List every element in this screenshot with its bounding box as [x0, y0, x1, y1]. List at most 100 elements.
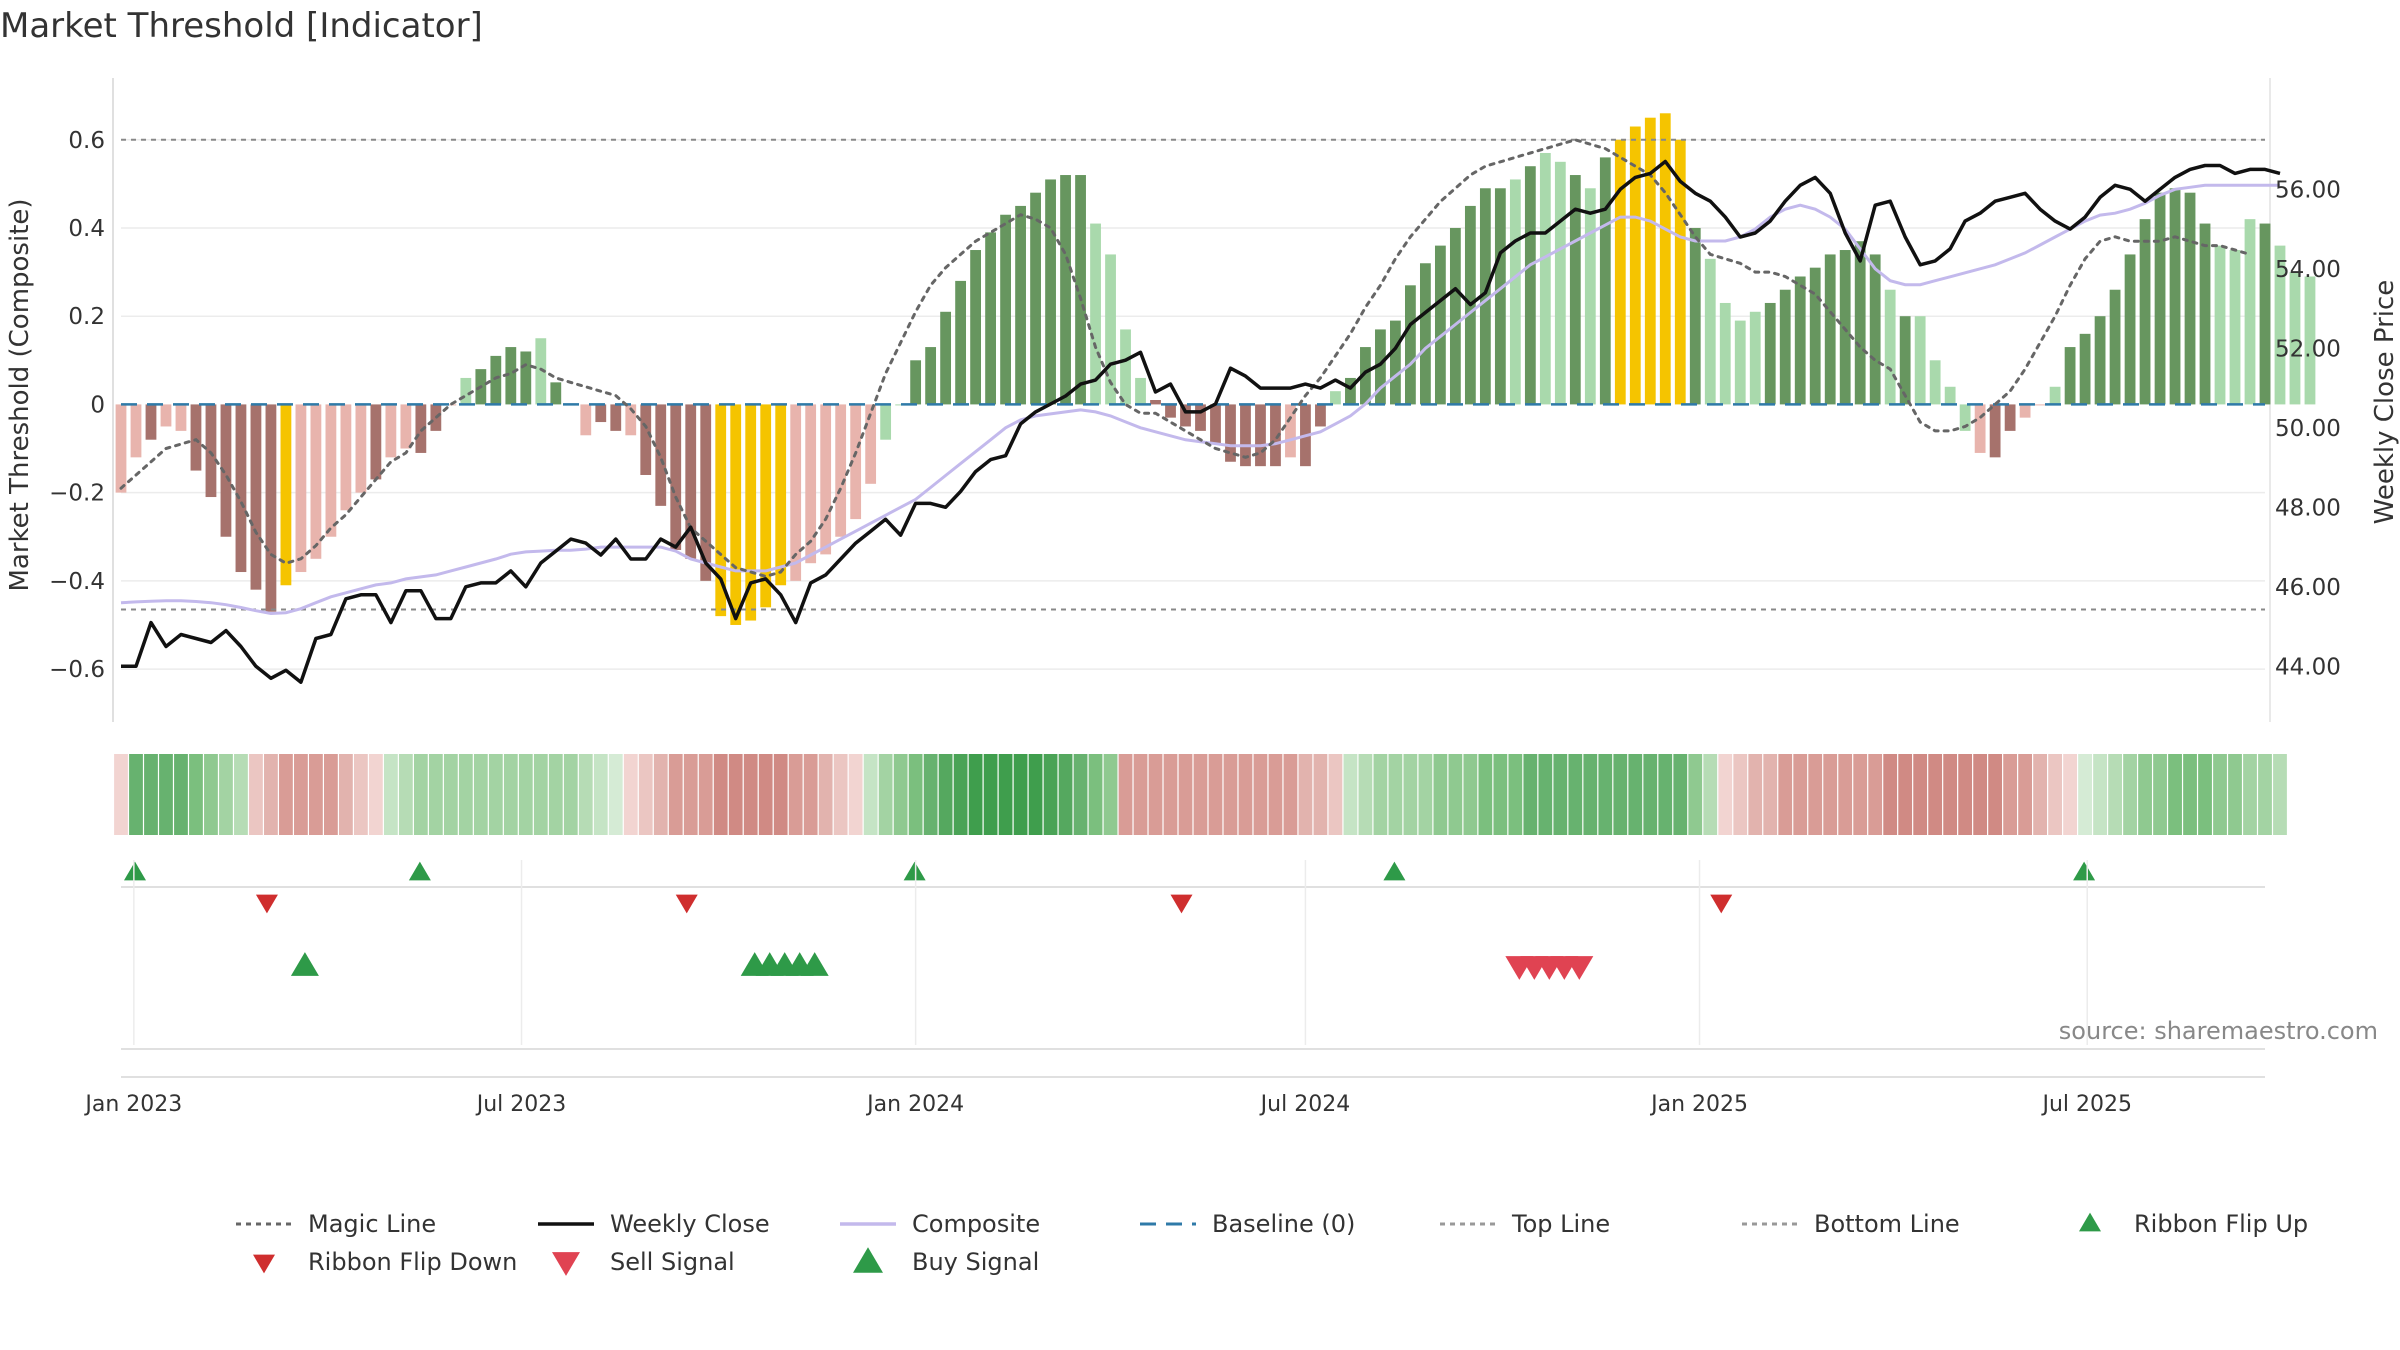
ribbon-cell: [593, 754, 608, 835]
composite-bar: [2064, 347, 2076, 405]
composite-bar: [1060, 175, 1071, 405]
composite-bar: [1794, 276, 1806, 405]
composite-bar: [1045, 179, 1056, 405]
ribbon-cell: [204, 754, 218, 835]
legend-item: Ribbon Flip Up: [2079, 1210, 2308, 1238]
composite-bar: [2259, 223, 2271, 405]
x-tick-label: Jul 2023: [475, 1092, 567, 1117]
legend-triangle-down-icon: [253, 1254, 275, 1274]
composite-bar: [460, 377, 472, 405]
ribbon-cell: [1328, 754, 1343, 835]
ribbon-cell: [578, 754, 593, 835]
ribbon-cell: [1118, 754, 1133, 835]
composite-bar: [310, 404, 322, 559]
ribbon-flip-up-marker: [1383, 861, 1406, 881]
composite-bar: [2154, 192, 2166, 405]
ribbon-cell: [2003, 754, 2018, 835]
y2-tick-label: 56.00: [2275, 177, 2341, 203]
x-tick-label: Jan 2023: [83, 1092, 182, 1117]
ribbon-cell: [1133, 754, 1148, 835]
composite-bar: [970, 250, 981, 405]
composite-bar: [1255, 404, 1266, 467]
ribbon-cell: [129, 754, 143, 835]
ribbon-cell: [1358, 754, 1373, 835]
composite-bar: [1360, 347, 1371, 405]
ribbon-cell: [264, 754, 278, 835]
ribbon-cell: [938, 754, 953, 835]
composite-bar: [1345, 377, 1356, 405]
composite-bar: [1914, 316, 1926, 405]
ribbon-cell: [1883, 754, 1898, 835]
composite-bar: [1195, 404, 1206, 431]
legend: Magic Line Weekly Close Composite Baseline …: [236, 1210, 2308, 1276]
composite-bar: [2004, 404, 2016, 431]
composite-bar: [925, 347, 937, 405]
ribbon-cell: [518, 754, 533, 835]
composite-bar: [295, 404, 307, 573]
composite-bar: [520, 351, 532, 405]
ribbon-cell: [2018, 754, 2033, 835]
ribbon-cell: [863, 754, 878, 835]
composite-bar: [1614, 139, 1626, 405]
ribbon-flip-up-marker: [903, 861, 926, 881]
ribbon-cell: [1838, 754, 1853, 835]
ribbon-cell: [608, 754, 623, 835]
composite-bar: [1644, 117, 1656, 405]
composite-bar: [1884, 289, 1896, 405]
ribbon-cell: [1508, 754, 1523, 835]
ribbon-cell: [219, 754, 233, 835]
legend-item: Ribbon Flip Down: [253, 1248, 517, 1276]
ribbon-cell: [2063, 754, 2077, 835]
legend-triangle-up-icon: [2079, 1212, 2101, 1232]
composite-bar: [790, 404, 802, 581]
y2-tick-label: 46.00: [2275, 575, 2341, 601]
composite-bar: [1659, 113, 1671, 405]
composite-bar: [1944, 386, 1956, 405]
ribbon-cell: [548, 754, 563, 835]
composite-bar: [1719, 302, 1731, 405]
ribbon-cell: [2183, 754, 2197, 835]
composite-bar: [1734, 320, 1746, 405]
composite-bar: [385, 404, 397, 458]
ribbon-cell: [878, 754, 893, 835]
composite-bar: [325, 404, 337, 537]
ribbon-cell: [174, 754, 188, 835]
ribbon-cell: [1988, 754, 2003, 835]
ribbon-cell: [698, 754, 713, 835]
ribbon-panel: [114, 754, 2287, 835]
ribbon-cell: [189, 754, 203, 835]
composite-bar: [595, 404, 607, 423]
composite-bar: [2274, 245, 2286, 405]
ribbon-cell: [144, 754, 158, 835]
composite-bar: [1689, 227, 1701, 405]
ribbon-cell: [1493, 754, 1508, 835]
ribbon-cell: [1343, 754, 1358, 835]
composite-bar: [700, 404, 712, 581]
composite-bar: [355, 404, 367, 493]
composite-bar: [1225, 404, 1236, 462]
composite-bar: [205, 404, 217, 498]
composite-bar: [1434, 245, 1446, 405]
composite-bar: [760, 404, 772, 608]
composite-bar: [2139, 219, 2151, 405]
composite-bar: [220, 404, 232, 537]
ribbon-flip-down-marker: [1710, 894, 1733, 914]
y2-tick-label: 44.00: [2275, 654, 2341, 680]
composite-bar: [1075, 175, 1086, 405]
legend-item: Baseline (0): [1140, 1210, 1355, 1238]
composite-bar: [610, 404, 622, 431]
ribbon-cell: [1568, 754, 1583, 835]
ribbon-cell: [1253, 754, 1268, 835]
legend-item: Buy Signal: [853, 1247, 1039, 1276]
ribbon-cell: [1193, 754, 1208, 835]
composite-bar: [895, 404, 907, 406]
composite-bar: [2304, 276, 2316, 405]
composite-bar: [1105, 254, 1116, 405]
ribbon-cell: [1268, 754, 1283, 835]
composite-bar: [1524, 166, 1536, 405]
composite-bar: [2124, 254, 2136, 405]
ribbon-cell: [324, 754, 338, 835]
composite-bar: [1240, 404, 1251, 467]
composite-bar: [2079, 333, 2091, 405]
composite-bar: [505, 347, 517, 405]
